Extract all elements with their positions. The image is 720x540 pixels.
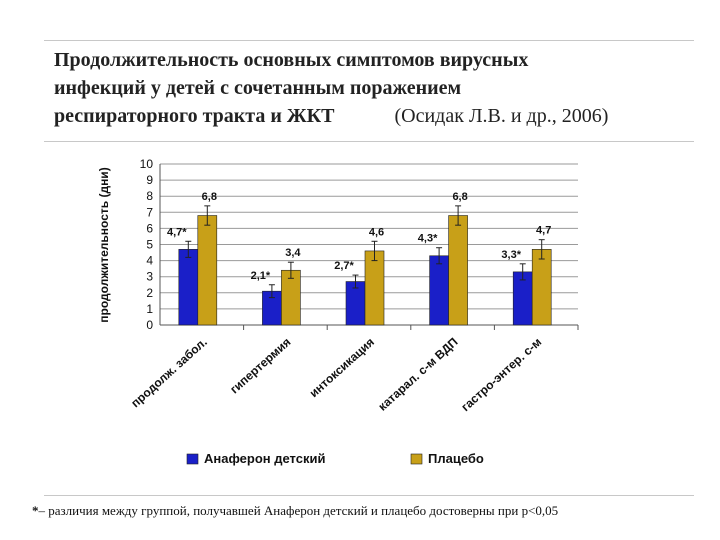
x-tick-label: интоксикация xyxy=(307,335,377,400)
y-tick-label: 4 xyxy=(146,254,153,268)
data-label: 4,7* xyxy=(167,226,187,238)
y-tick-label: 5 xyxy=(146,238,153,252)
bottom-rule xyxy=(44,495,694,496)
bar xyxy=(448,215,468,326)
title-line-2: инфекций у детей с сочетанным поражением xyxy=(54,77,462,99)
footnote-text: – различия между группой, получавшей Ана… xyxy=(38,503,559,518)
title-rule xyxy=(44,141,694,142)
title-line-3-text: респираторного тракта и ЖКТ xyxy=(54,105,335,127)
data-label: 2,7* xyxy=(334,260,354,272)
data-label: 3,3* xyxy=(501,249,521,261)
data-label: 3,4 xyxy=(285,247,301,259)
footnote-marker: * xyxy=(32,503,39,518)
x-tick-label: гипертермия xyxy=(227,335,293,397)
y-tick-label: 1 xyxy=(146,302,153,316)
data-label: 4,7 xyxy=(536,225,551,237)
data-label: 6,8 xyxy=(452,191,467,203)
footnote: *– различия между группой, получавшей Ан… xyxy=(32,503,712,519)
bar xyxy=(197,215,218,326)
bar xyxy=(364,250,385,326)
data-label: 2,1* xyxy=(251,270,271,282)
slide-title: Продолжительность основных симптомов вир… xyxy=(54,46,694,130)
data-label: 4,6 xyxy=(369,226,384,238)
bar xyxy=(429,255,449,326)
title-line-1: Продолжительность основных симптомов вир… xyxy=(54,49,529,71)
y-tick-label: 2 xyxy=(146,286,153,300)
title-line-3: респираторного тракта и ЖКТ (Осидак Л.В. … xyxy=(54,102,694,130)
legend-swatch xyxy=(410,453,423,465)
y-tick-label: 9 xyxy=(146,173,153,187)
top-rule xyxy=(44,40,694,41)
x-tick-label: гастро-энтер. с-м xyxy=(458,335,544,414)
bar xyxy=(531,249,552,326)
x-tick-label: катарал. с-м ВДП xyxy=(375,335,460,414)
y-tick-label: 0 xyxy=(146,318,153,332)
citation: (Осидак Л.В. и др., 2006) xyxy=(394,105,609,127)
y-tick-label: 8 xyxy=(146,189,153,203)
data-label: 4,3* xyxy=(418,233,438,245)
y-axis-label: продолжительность (дни) xyxy=(97,167,111,322)
y-tick-label: 6 xyxy=(146,221,153,235)
bar xyxy=(178,249,199,326)
legend-swatch xyxy=(186,453,199,465)
data-label: 6,8 xyxy=(202,191,217,203)
y-tick-label: 7 xyxy=(146,205,153,219)
x-tick-label: продолж. забол. xyxy=(128,335,210,410)
legend-label: Плацебо xyxy=(428,451,484,466)
y-tick-label: 10 xyxy=(140,157,154,171)
y-tick-label: 3 xyxy=(146,270,153,284)
legend-label: Анаферон детский xyxy=(204,451,325,466)
